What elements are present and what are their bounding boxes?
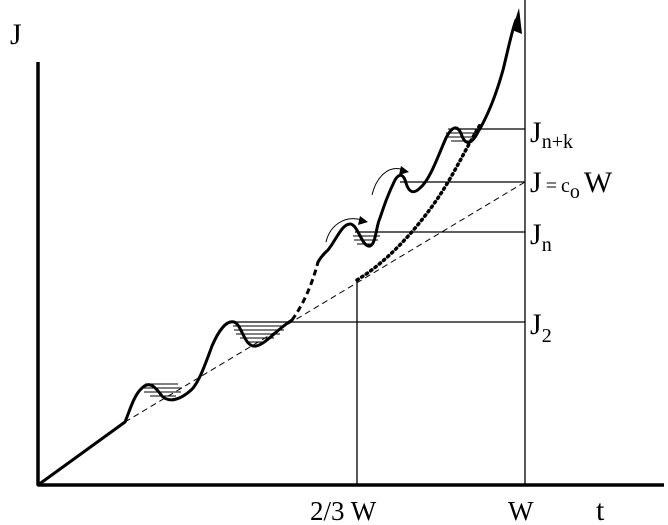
label-j2: J2 xyxy=(530,308,552,347)
main-curve-dashed xyxy=(290,261,320,321)
lower-bound-dotted-curve xyxy=(355,123,482,282)
tunnel-arrow-1-head xyxy=(358,216,368,225)
curve-arrowhead xyxy=(512,8,522,34)
x-axis-label: t xyxy=(596,494,605,525)
main-curve-upper xyxy=(316,18,518,264)
label-jnk: Jn+k xyxy=(530,116,573,153)
label-jcw: J = co W xyxy=(530,166,613,203)
tunnel-arrow-2-head xyxy=(399,166,409,175)
tick-w: W xyxy=(508,496,534,525)
y-axis-label: J xyxy=(10,18,22,51)
main-curve-lower xyxy=(36,318,294,487)
tunnel-arrow-2 xyxy=(371,168,405,196)
well-hatching-1 xyxy=(142,383,182,397)
label-jn: Jn xyxy=(530,218,552,256)
tunnel-arrow-1 xyxy=(325,218,363,243)
linear-reference-line xyxy=(124,181,526,423)
tick-two-thirds-w: 2/3 W xyxy=(310,496,377,525)
